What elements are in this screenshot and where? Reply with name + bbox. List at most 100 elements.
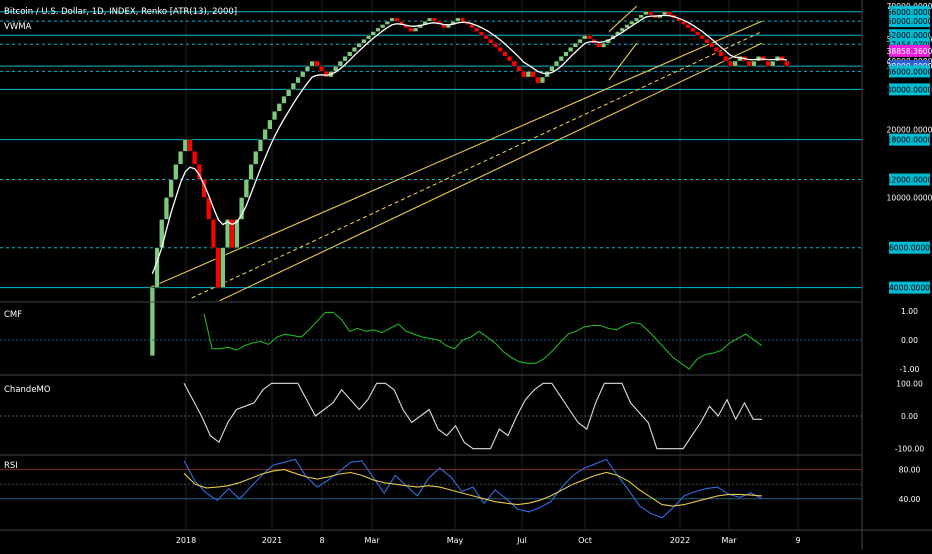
renko-brick-118 xyxy=(704,38,710,44)
renko-brick-14 xyxy=(215,247,221,288)
renko-brick-24 xyxy=(262,129,268,140)
renko-brick-22 xyxy=(253,151,259,165)
renko-brick-73 xyxy=(492,42,499,48)
renko-brick-119 xyxy=(709,42,715,48)
renko-brick-31 xyxy=(295,76,301,84)
renko-brick-123 xyxy=(727,60,733,67)
main-grid xyxy=(185,0,799,530)
level-tag-bg-5 xyxy=(889,65,930,78)
renko-brick-80 xyxy=(525,71,531,78)
renko-brick-15 xyxy=(220,247,226,288)
renko-brick-29 xyxy=(286,89,292,97)
vwma-line xyxy=(151,14,788,275)
renko-brick-93 xyxy=(586,35,592,40)
renko-brick-26 xyxy=(272,111,278,121)
time-tick-6: Oct xyxy=(578,536,592,545)
renko-brick-42 xyxy=(347,51,353,57)
level-tag-bg-9 xyxy=(889,241,930,254)
time-axis: 2018 2021 8 Mar May Jul Oct 2022 Mar 9 xyxy=(176,536,801,545)
renko-brick-19 xyxy=(239,197,245,220)
level-tag-1: 60000.0000 xyxy=(887,17,932,26)
renko-brick-16 xyxy=(224,219,231,248)
chande-label: ChandeMO xyxy=(4,385,51,395)
renko-brick-25 xyxy=(267,119,273,130)
renko-brick-20 xyxy=(243,179,249,198)
channel-upper-parallel xyxy=(149,20,763,289)
renko-brick-75 xyxy=(502,51,508,57)
renko-brick-122 xyxy=(723,56,729,62)
level-tag-bg-2 xyxy=(889,29,930,42)
time-tick-1: 2021 xyxy=(262,536,282,545)
rsi-tick-1: 40.00 xyxy=(899,495,921,504)
current-price-tag-bg xyxy=(889,44,930,57)
renko-brick-71 xyxy=(483,35,489,40)
renko-brick-83 xyxy=(539,76,545,84)
renko-brick-4 xyxy=(168,179,174,198)
time-tick-3: Mar xyxy=(364,536,380,545)
rsi-label: RSI xyxy=(4,461,18,471)
renko-brick-91 xyxy=(577,38,583,44)
chande-tick-0: 100.00 xyxy=(896,379,923,388)
cmf-tick-1: 0.00 xyxy=(901,336,918,345)
time-tick-4: May xyxy=(447,536,464,545)
channel-flag-upper xyxy=(608,5,638,32)
current-price-tag: 38858.3600 xyxy=(887,47,932,56)
level-tag-2: 52000.0000 xyxy=(887,31,932,40)
level-tag-bg-8 xyxy=(889,173,930,186)
time-tick-9: 9 xyxy=(795,536,800,545)
renko-brick-55 xyxy=(408,27,414,32)
renko-brick-43 xyxy=(351,47,358,52)
level-tag-10: 4000.0000 xyxy=(889,284,930,293)
renko-brick-18 xyxy=(234,219,240,248)
renko-brick-101 xyxy=(624,24,630,29)
renko-brick-76 xyxy=(507,56,513,62)
renko-brick-105 xyxy=(643,11,649,16)
time-tick-5: Jul xyxy=(516,536,527,545)
level-tag-bg-6 xyxy=(889,83,930,96)
level-tag-9: 6000.0000 xyxy=(889,244,930,253)
renko-brick-124 xyxy=(732,60,738,67)
chart-title: Bitcoin / U.S. Dollar, 1D, INDEX, Renko … xyxy=(4,7,237,17)
renko-brick-34 xyxy=(309,60,315,67)
chande-pane: 100.00 0.00 -100.00 xyxy=(0,379,924,454)
renko-brick-116 xyxy=(695,31,701,36)
level-tag-0: 66000.0000 xyxy=(887,8,932,17)
renko-brick-60 xyxy=(431,17,437,22)
level-tag-bg-0 xyxy=(889,5,930,18)
renko-brick-92 xyxy=(582,35,588,40)
cmf-tick-0: 1.00 xyxy=(901,307,918,316)
renko-brick-81 xyxy=(530,71,536,78)
renko-brick-103 xyxy=(633,17,639,22)
renko-brick-90 xyxy=(572,42,578,48)
renko-brick-95 xyxy=(596,42,602,48)
renko-brick-127 xyxy=(746,60,752,67)
renko-brick-28 xyxy=(281,95,287,104)
level-tag-5: 36000.0000 xyxy=(887,67,932,76)
renko-brick-82 xyxy=(535,76,541,84)
time-tick-2: 8 xyxy=(319,536,324,545)
level-tag-3: 47454.0700 xyxy=(887,40,932,49)
renko-brick-33 xyxy=(304,65,311,72)
renko-brick-100 xyxy=(619,27,625,32)
renko-brick-117 xyxy=(699,35,705,40)
renko-brick-13 xyxy=(210,219,217,248)
cmf-pane-series-0 xyxy=(203,311,763,370)
renko-brick-87 xyxy=(558,56,564,62)
renko-brick-114 xyxy=(685,24,691,29)
renko-brick-113 xyxy=(680,20,686,25)
renko-brick-45 xyxy=(361,38,367,44)
renko-brick-47 xyxy=(370,31,376,36)
renko-brick-41 xyxy=(342,56,348,62)
renko-brick-48 xyxy=(375,27,381,32)
renko-brick-77 xyxy=(511,60,517,67)
price-tick-4: 20000.0000 xyxy=(887,125,932,134)
renko-brick-6 xyxy=(177,151,184,165)
renko-brick-86 xyxy=(554,60,560,67)
renko-brick-7 xyxy=(182,139,188,152)
cmf-label: CMF xyxy=(4,310,22,320)
level-tag-bg-7 xyxy=(889,133,930,146)
renko-brick-40 xyxy=(337,60,343,67)
level-tag-8: 12000.0000 xyxy=(887,176,932,185)
